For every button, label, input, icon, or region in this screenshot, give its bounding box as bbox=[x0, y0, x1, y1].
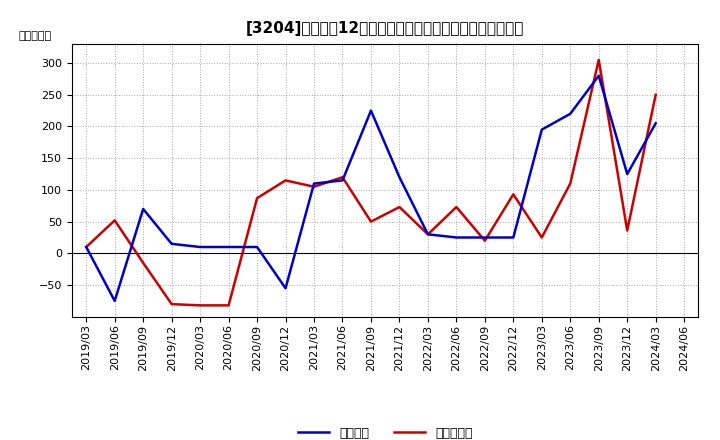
当期純利益 bbox=[282, 178, 290, 183]
経常利益 bbox=[623, 172, 631, 177]
経常利益 bbox=[509, 235, 518, 240]
当期純利益 bbox=[595, 57, 603, 62]
Line: 経常利益: 経常利益 bbox=[86, 76, 656, 301]
当期純利益 bbox=[253, 195, 261, 201]
経常利益 bbox=[338, 178, 347, 183]
当期純利益 bbox=[196, 303, 204, 308]
経常利益 bbox=[139, 206, 148, 212]
経常利益 bbox=[167, 241, 176, 246]
経常利益 bbox=[366, 108, 375, 113]
経常利益 bbox=[110, 298, 119, 304]
経常利益 bbox=[566, 111, 575, 117]
当期純利益 bbox=[423, 232, 432, 237]
当期純利益 bbox=[623, 228, 631, 233]
当期純利益 bbox=[110, 218, 119, 223]
Line: 当期純利益: 当期純利益 bbox=[86, 60, 656, 305]
当期純利益 bbox=[395, 205, 404, 210]
経常利益 bbox=[310, 181, 318, 186]
当期純利益 bbox=[139, 260, 148, 265]
経常利益 bbox=[652, 121, 660, 126]
当期純利益 bbox=[452, 205, 461, 210]
経常利益 bbox=[225, 244, 233, 249]
経常利益 bbox=[82, 244, 91, 249]
当期純利益 bbox=[167, 301, 176, 307]
当期純利益 bbox=[509, 192, 518, 197]
当期純利益 bbox=[310, 184, 318, 189]
当期純利益 bbox=[480, 238, 489, 243]
当期純利益 bbox=[338, 175, 347, 180]
当期純利益 bbox=[82, 244, 91, 249]
Legend: 経常利益, 当期純利益: 経常利益, 当期純利益 bbox=[297, 427, 473, 440]
Title: [3204]　利益の12か月移動合計の対前年同期増減額の推移: [3204] 利益の12か月移動合計の対前年同期増減額の推移 bbox=[246, 21, 524, 36]
経常利益 bbox=[480, 235, 489, 240]
経常利益 bbox=[196, 244, 204, 249]
経常利益 bbox=[423, 232, 432, 237]
当期純利益 bbox=[537, 235, 546, 240]
当期純利益 bbox=[225, 303, 233, 308]
経常利益 bbox=[395, 175, 404, 180]
当期純利益 bbox=[652, 92, 660, 97]
経常利益 bbox=[537, 127, 546, 132]
経常利益 bbox=[253, 244, 261, 249]
当期純利益 bbox=[366, 219, 375, 224]
当期純利益 bbox=[566, 181, 575, 186]
経常利益 bbox=[282, 286, 290, 291]
経常利益 bbox=[595, 73, 603, 78]
経常利益 bbox=[452, 235, 461, 240]
Text: （百万円）: （百万円） bbox=[19, 31, 52, 41]
